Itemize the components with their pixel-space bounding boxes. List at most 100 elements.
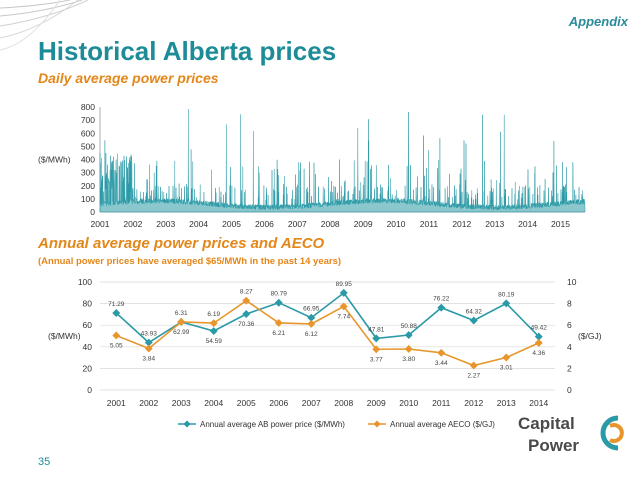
y-left-tick-label: 20 [83, 363, 93, 373]
x-tick-label: 2013 [485, 219, 504, 229]
power-price-data-label: 47.81 [368, 326, 385, 333]
daily-price-chart: 0 100 200 300 400 500 600 700 800 ($/MWh) 2001 2002… [38, 102, 586, 229]
power-price-point [144, 338, 153, 347]
aeco-price-point [404, 345, 413, 353]
y-tick-label: 100 [81, 194, 95, 204]
power-price-data-label: 70.36 [238, 321, 255, 328]
y-right-tick-label: 6 [567, 320, 572, 330]
x-tick-label: 2004 [189, 219, 208, 229]
aeco-data-label: 3.44 [435, 360, 448, 367]
y-tick-label: 400 [81, 155, 95, 165]
power-price-data-label: 80.79 [271, 291, 288, 298]
y-tick-label: 0 [90, 207, 95, 217]
y-left-tick-label: 40 [83, 342, 93, 352]
y-tick-label: 300 [81, 168, 95, 178]
power-price-point [209, 327, 218, 336]
x-tick-label: 2007 [302, 398, 321, 408]
x-tick-label: 2002 [123, 219, 142, 229]
daily-price-series [99, 109, 586, 213]
y-right-tick-label: 4 [567, 342, 572, 352]
aeco-data-label: 6.31 [175, 310, 188, 317]
power-price-data-label: 76.22 [433, 296, 450, 303]
section-tag: Appendix [568, 14, 628, 29]
x-tick-label: 2015 [551, 219, 570, 229]
logo-text-line1: Capital [518, 414, 575, 433]
y-tick-label: 700 [81, 115, 95, 125]
power-price-line [115, 291, 540, 344]
annual-price-chart: 0 20 40 60 80 100 0 2 4 6 8 10 ($/MWh) ($/GJ) 2001 2002… [48, 277, 602, 429]
x-tick-label: 2013 [497, 398, 516, 408]
y-right-axis-label: ($/GJ) [578, 331, 602, 341]
x-tick-label: 2011 [420, 219, 439, 229]
y-left-axis-label: ($/MWh) [48, 331, 81, 341]
aeco-data-label: 7.74 [337, 313, 350, 320]
x-tick-label: 2003 [156, 219, 175, 229]
aeco-price-point [502, 353, 511, 362]
x-tick-label: 2010 [399, 398, 418, 408]
power-price-data-label: 66.95 [303, 306, 320, 313]
x-tick-label: 2006 [269, 398, 288, 408]
x-tick-label: 2007 [288, 219, 307, 229]
aeco-data-label: 4.36 [532, 350, 545, 357]
y-tick-label: 600 [81, 128, 95, 138]
y-left-tick-label: 80 [83, 299, 93, 309]
y-axis-label: ($/MWh) [38, 155, 71, 165]
power-price-point [274, 298, 283, 307]
page-number: 35 [38, 456, 51, 468]
power-price-data-label: 62.99 [173, 329, 190, 336]
power-price-data-label: 64.32 [466, 309, 483, 316]
y-tick-label: 200 [81, 181, 95, 191]
y-tick-label: 800 [81, 102, 95, 112]
power-price-point [469, 316, 478, 325]
power-price-data-label: 49.42 [531, 325, 548, 332]
x-tick-label: 2005 [237, 398, 256, 408]
x-tick-label: 2008 [321, 219, 340, 229]
power-price-data-label: 43.93 [141, 331, 158, 338]
aeco-data-label: 3.84 [142, 356, 155, 363]
power-price-data-label: 89.95 [336, 281, 353, 288]
legend-power-marker [183, 420, 191, 428]
aeco-data-label: 6.19 [207, 311, 220, 318]
legend-power-label: Annual average AB power price ($/MWh) [200, 420, 345, 429]
x-tick-label: 2004 [204, 398, 223, 408]
aeco-price-point [307, 319, 316, 328]
x-tick-label: 2003 [172, 398, 191, 408]
aeco-data-label: 3.01 [500, 364, 513, 371]
aeco-data-label: 3.80 [402, 356, 415, 363]
aeco-data-label: 6.21 [272, 330, 285, 337]
aeco-data-label: 8.27 [240, 289, 253, 296]
x-tick-label: 2001 [91, 219, 110, 229]
y-left-tick-label: 60 [83, 320, 93, 330]
aeco-data-label: 2.27 [467, 372, 480, 379]
x-tick-label: 2011 [432, 398, 451, 408]
aeco-price-point [469, 361, 478, 370]
y-right-tick-label: 10 [567, 277, 577, 287]
header-decoration [0, 0, 89, 51]
logo-text-line2: Power [528, 436, 580, 455]
aeco-data-label: 6.12 [305, 331, 318, 338]
y-right-tick-label: 2 [567, 363, 572, 373]
power-price-data-label: 50.88 [401, 323, 418, 330]
x-tick-label: 2012 [464, 398, 483, 408]
aeco-price-point [112, 331, 121, 340]
aeco-data-label: 5.05 [110, 342, 123, 349]
daily-chart-subtitle: Daily average power prices [38, 70, 219, 86]
x-tick-label: 2008 [334, 398, 353, 408]
power-price-data-label: 71.29 [108, 301, 125, 308]
page-title: Historical Alberta prices [38, 36, 337, 66]
power-price-point [242, 310, 251, 318]
aeco-price-point [437, 348, 446, 357]
x-tick-label: 2014 [529, 398, 548, 408]
power-price-data-label: 54.59 [206, 338, 223, 345]
annual-chart-title: Annual average power prices and AECO [38, 235, 325, 252]
legend-aeco-label: Annual average AECO ($/GJ) [390, 420, 495, 429]
x-tick-label: 2001 [107, 398, 126, 408]
y-right-tick-label: 0 [567, 385, 572, 395]
y-left-tick-label: 100 [78, 277, 92, 287]
capital-power-logo-icon [600, 415, 624, 451]
x-tick-label: 2009 [367, 398, 386, 408]
x-tick-label: 2009 [354, 219, 373, 229]
x-tick-label: 2010 [387, 219, 406, 229]
y-right-tick-label: 8 [567, 299, 572, 309]
annual-chart-subtitle: (Annual power prices have averaged $65/M… [38, 256, 342, 267]
